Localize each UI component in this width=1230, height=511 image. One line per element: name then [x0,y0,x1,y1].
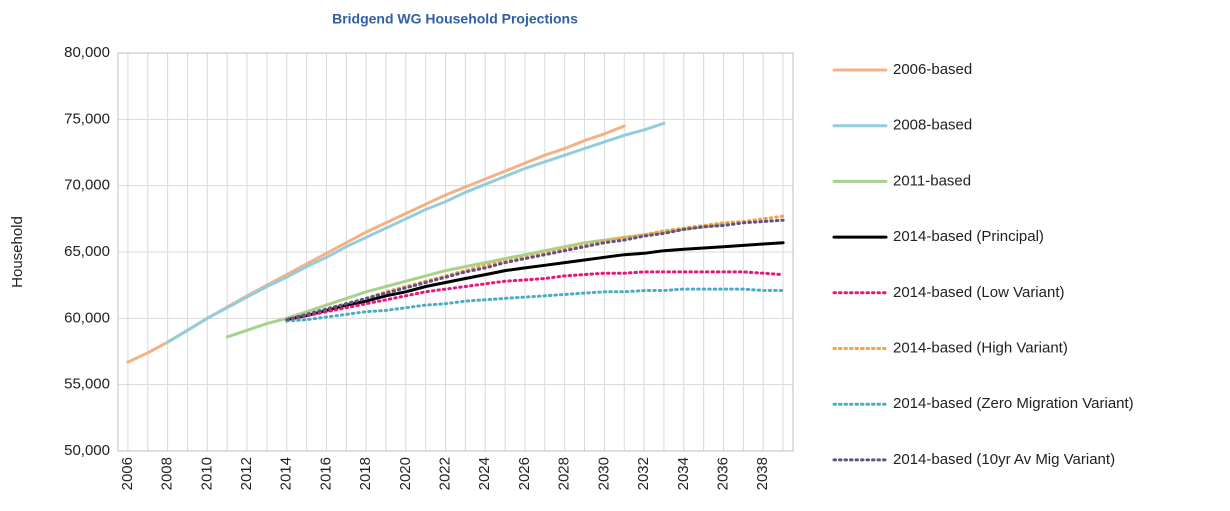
x-tick-label: 2016 [317,457,334,490]
x-tick-label: 2026 [516,457,533,490]
y-tick-label: 65,000 [64,243,110,260]
series-line [285,287,785,323]
y-tick-label: 75,000 [64,110,110,127]
series-line [285,270,785,322]
y-tick-label: 55,000 [64,376,110,393]
x-tick-label: 2008 [159,457,176,490]
x-tick-label: 2028 [556,457,573,490]
x-tick-label: 2014 [278,457,295,490]
legend-label: 2014-based (High Variant) [893,339,1068,356]
y-tick-label: 70,000 [64,177,110,194]
y-tick-label: 60,000 [64,309,110,326]
legend-label: 2006-based [893,61,972,78]
x-tick-label: 2038 [754,457,771,490]
series-line [225,222,725,339]
legend-label: 2014-based (Low Variant) [893,284,1065,301]
legend-label: 2008-based [893,117,972,134]
legend-label: 2011-based [893,172,971,189]
series-line [285,218,785,322]
x-tick-label: 2034 [675,457,692,490]
series-line [166,121,666,344]
legend-label: 2014-based (10yr Av Mig Variant) [893,451,1115,468]
x-tick-label: 2012 [238,457,255,490]
x-tick-label: 2036 [714,457,731,490]
plot-frame [117,52,794,452]
x-tick-label: 2022 [437,457,454,490]
x-tick-label: 2018 [357,457,374,490]
x-tick-label: 2032 [635,457,652,490]
y-tick-label: 80,000 [64,44,110,61]
x-tick-label: 2006 [119,457,136,490]
x-tick-label: 2030 [595,457,612,490]
legend-label: 2014-based (Principal) [893,228,1044,245]
chart-title: Bridgend WG Household Projections [332,11,578,27]
x-tick-label: 2010 [198,457,215,490]
x-tick-label: 2020 [397,457,414,490]
y-axis-label: Household [9,216,26,288]
y-tick-label: 50,000 [64,442,110,459]
series-line [285,241,785,322]
legend-label: 2014-based (Zero Migration Variant) [893,395,1134,412]
x-tick-label: 2024 [476,457,493,490]
